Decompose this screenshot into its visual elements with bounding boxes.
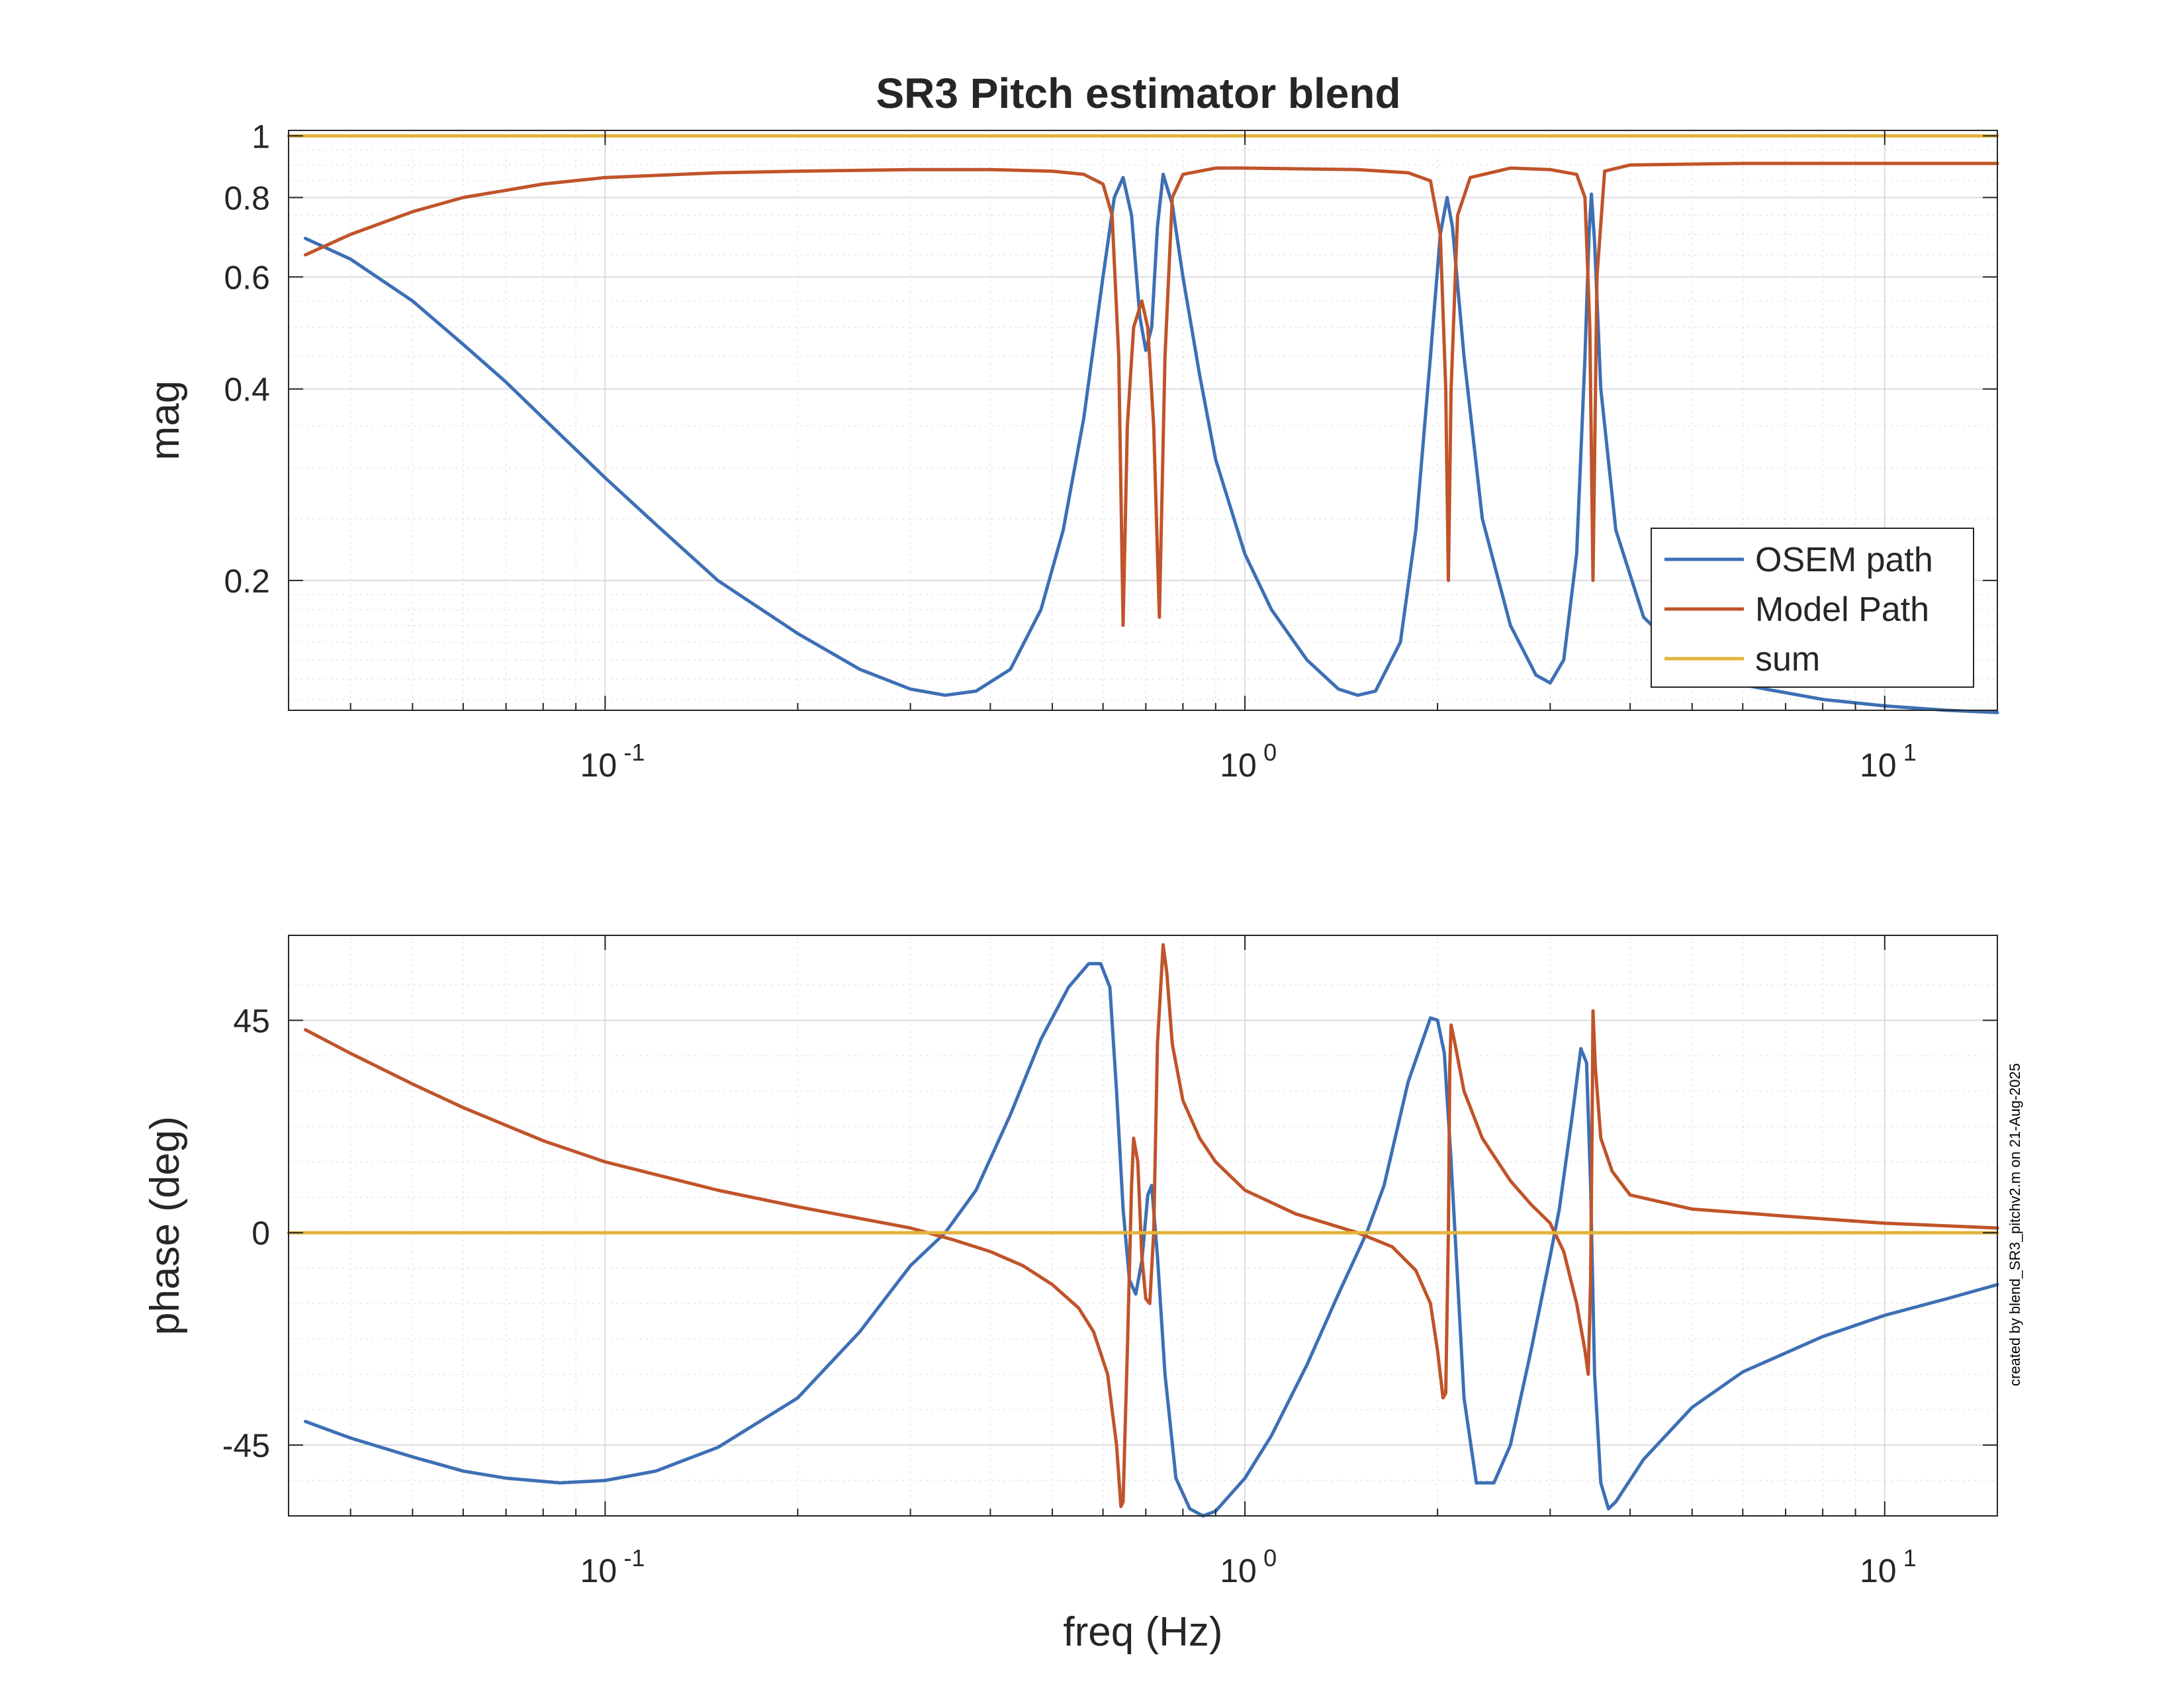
magnitude-ylabel: mag — [142, 381, 188, 461]
magnitude-series — [287, 134, 1999, 714]
x-tick-label-exponent: -1 — [623, 739, 645, 766]
y-tick-label: 0.2 — [224, 563, 270, 600]
phase-series — [287, 943, 1999, 1518]
legend-label-osem: OSEM path — [1755, 541, 1933, 579]
phase-axes-box — [288, 935, 1998, 1517]
x-tick-label: 10 — [580, 1552, 617, 1589]
phase-ylabel: phase (deg) — [142, 1116, 188, 1335]
series-line-osem-path — [304, 172, 1999, 714]
x-tick-label-exponent: 1 — [1903, 739, 1917, 766]
footer-note: created by blend_SR3_pitchv2.m on 21-Aug… — [2007, 1063, 2023, 1386]
y-tick-label: 1 — [251, 118, 270, 155]
x-tick-label: 10 — [1860, 1552, 1897, 1589]
x-tick-label-exponent: 0 — [1263, 739, 1277, 766]
y-tick-label: 0.8 — [224, 179, 270, 216]
x-tick-label-exponent: 0 — [1263, 1544, 1277, 1571]
y-tick-label: 0 — [251, 1215, 270, 1252]
chart-title: SR3 Pitch estimator blend — [876, 70, 1400, 117]
x-tick-label: 10 — [580, 747, 617, 784]
y-tick-label: -45 — [222, 1427, 270, 1464]
legend: OSEM path Model Path sum — [1651, 528, 1974, 688]
y-tick-label: 0.6 — [224, 259, 270, 296]
y-tick-label: 45 — [233, 1002, 270, 1039]
magnitude-ticks: 10 -1 10 0 10 10.20.40.60.81 — [224, 118, 1997, 784]
x-tick-label: 10 — [1220, 747, 1257, 784]
x-tick-label: 10 — [1220, 1552, 1257, 1589]
legend-label-sum: sum — [1755, 640, 1820, 679]
phase-xlabel: freq (Hz) — [1063, 1609, 1222, 1655]
magnitude-axes-box — [288, 130, 1998, 711]
legend-label-model: Model Path — [1755, 590, 1929, 629]
x-tick-label: 10 — [1860, 747, 1897, 784]
x-tick-label-exponent: -1 — [623, 1544, 645, 1571]
series-line-model-path — [304, 943, 1999, 1509]
phase-grid — [289, 935, 1997, 1516]
series-line-model-path — [304, 162, 1999, 628]
y-tick-label: 0.4 — [224, 371, 270, 408]
x-tick-label-exponent: 1 — [1903, 1544, 1917, 1571]
